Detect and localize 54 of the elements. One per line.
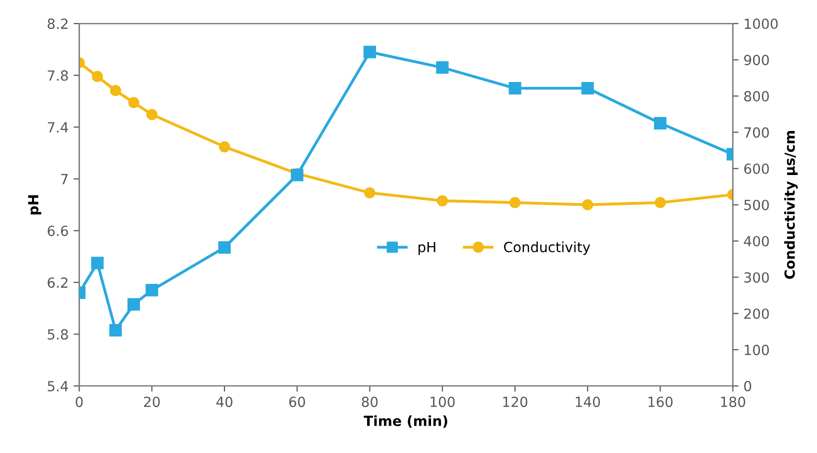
point bbox=[509, 197, 521, 208]
point bbox=[109, 324, 122, 337]
point bbox=[364, 187, 376, 198]
point bbox=[436, 195, 448, 206]
x-tick-label: 100 bbox=[430, 396, 455, 408]
y-tick-label: 8.2 bbox=[48, 18, 68, 30]
point bbox=[582, 199, 594, 210]
x-tick-label: 180 bbox=[721, 396, 746, 408]
y-tick-label: 5.4 bbox=[48, 381, 68, 392]
legend-label: Conductivity bbox=[504, 242, 590, 255]
point bbox=[128, 97, 140, 108]
y2-tick-label: 500 bbox=[744, 200, 769, 210]
y-tick-label: 6.6 bbox=[48, 226, 68, 236]
y2-tick-label: 100 bbox=[744, 344, 769, 356]
x-tick-label: 60 bbox=[289, 396, 306, 408]
x-tick-label: 40 bbox=[216, 396, 232, 408]
point bbox=[436, 61, 449, 74]
y2-tick-label: 900 bbox=[744, 54, 769, 66]
point bbox=[91, 256, 104, 270]
y2-axis-title: Conductivity µs/cm bbox=[784, 131, 798, 279]
point bbox=[218, 141, 230, 152]
y2-tick-label: 200 bbox=[744, 308, 769, 319]
legend-label: pH bbox=[418, 242, 436, 255]
y2-tick-label: 1000 bbox=[744, 18, 778, 30]
y-tick-label: 7 bbox=[61, 174, 68, 184]
y2-tick-label: 0 bbox=[744, 380, 752, 392]
y-tick-label: 7.8 bbox=[48, 70, 68, 81]
y2-tick-label: 700 bbox=[744, 127, 769, 138]
point bbox=[92, 70, 103, 82]
x-tick-label: 0 bbox=[76, 396, 83, 408]
x-tick-label: 160 bbox=[648, 396, 673, 408]
point bbox=[110, 85, 122, 96]
y-axis-title: pH bbox=[28, 195, 42, 214]
point bbox=[127, 298, 140, 311]
point bbox=[363, 46, 376, 58]
x-tick-label: 140 bbox=[576, 396, 600, 408]
y2-tick-label: 600 bbox=[744, 163, 769, 174]
y-tick-label: 7.4 bbox=[48, 122, 68, 132]
y-tick-label: 6.2 bbox=[48, 277, 68, 288]
point bbox=[508, 82, 522, 95]
point bbox=[654, 197, 666, 208]
point bbox=[146, 284, 158, 296]
point bbox=[146, 108, 158, 120]
point bbox=[218, 241, 231, 254]
x-axis-title: Time (min) bbox=[364, 415, 448, 428]
y2-tick-label: 300 bbox=[744, 272, 769, 283]
x-tick-label: 120 bbox=[503, 396, 528, 408]
y-tick-label: 5.8 bbox=[48, 329, 68, 340]
x-tick-label: 80 bbox=[362, 396, 378, 408]
y2-tick-label: 400 bbox=[744, 236, 769, 246]
y2-tick-label: 800 bbox=[744, 91, 769, 102]
point bbox=[654, 116, 666, 130]
x-tick-label: 20 bbox=[144, 396, 160, 408]
point bbox=[581, 82, 594, 95]
